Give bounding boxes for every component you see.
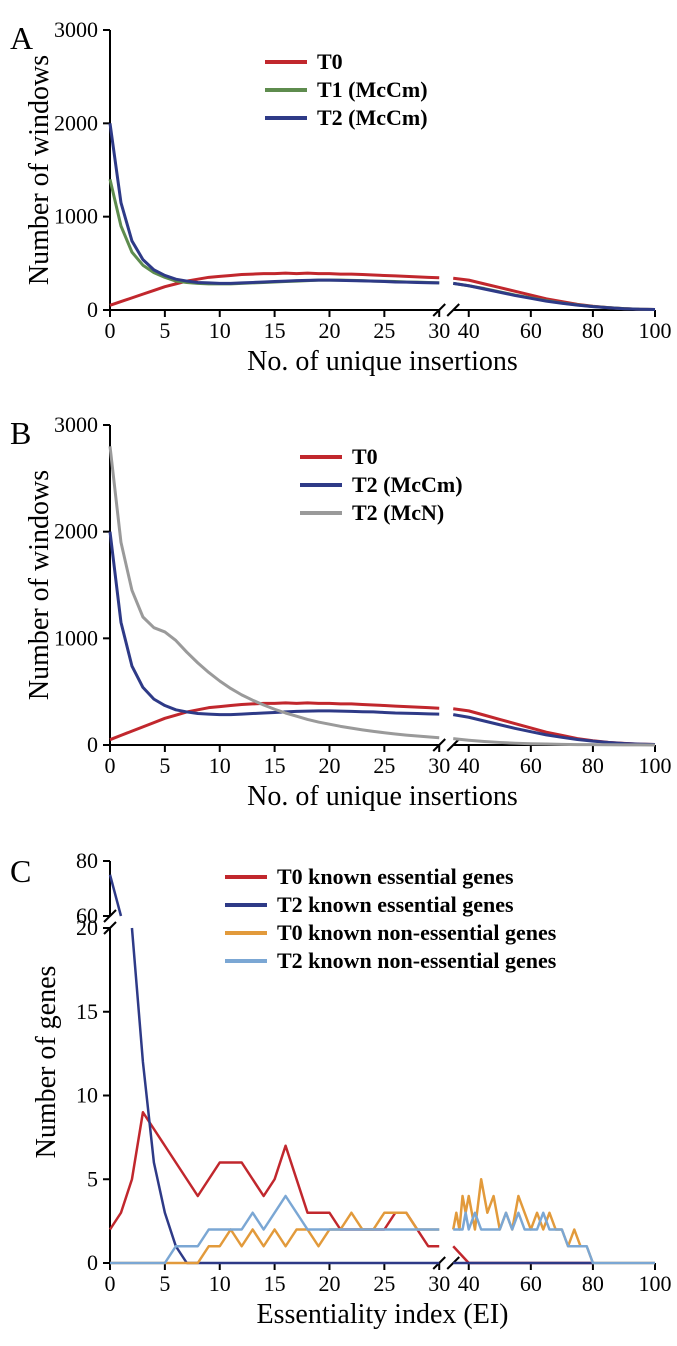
legend-item: T1 (McCm) <box>265 76 428 104</box>
legend-label: T2 (McCm) <box>317 105 428 131</box>
svg-text:Number of genes: Number of genes <box>31 966 62 1159</box>
svg-text:0: 0 <box>105 753 116 778</box>
svg-text:60: 60 <box>520 318 542 343</box>
svg-text:100: 100 <box>639 753 672 778</box>
svg-text:80: 80 <box>582 753 604 778</box>
svg-text:0: 0 <box>87 732 98 757</box>
panel-a-label: A <box>10 20 33 57</box>
svg-text:20: 20 <box>318 753 340 778</box>
legend-item: T0 known essential genes <box>225 863 556 891</box>
legend-label: T2 known non-essential genes <box>277 948 556 974</box>
svg-text:5: 5 <box>159 1271 170 1296</box>
svg-text:3000: 3000 <box>54 412 98 437</box>
panel-b-legend: T0T2 (McCm)T2 (McN) <box>300 443 463 527</box>
legend-swatch <box>300 455 342 459</box>
svg-text:25: 25 <box>373 753 395 778</box>
svg-text:15: 15 <box>76 999 98 1024</box>
legend-item: T2 (McCm) <box>265 104 428 132</box>
legend-item: T2 known essential genes <box>225 891 556 919</box>
svg-text:60: 60 <box>76 903 98 928</box>
legend-label: T0 known non-essential genes <box>277 920 556 946</box>
svg-text:25: 25 <box>373 1271 395 1296</box>
figure: A 0100020003000051015202530406080100No. … <box>0 0 677 1346</box>
legend-label: T2 known essential genes <box>277 892 514 918</box>
legend-label: T2 (McN) <box>352 500 444 526</box>
legend-swatch <box>300 511 342 515</box>
legend-item: T0 known non-essential genes <box>225 919 556 947</box>
svg-text:Number of windows: Number of windows <box>24 470 55 700</box>
svg-text:15: 15 <box>264 753 286 778</box>
legend-label: T2 (McCm) <box>352 472 463 498</box>
panel-c-legend: T0 known essential genesT2 known essenti… <box>225 863 556 975</box>
legend-swatch <box>265 60 307 64</box>
svg-text:Number of windows: Number of windows <box>24 55 55 285</box>
panel-a-legend: T0T1 (McCm)T2 (McCm) <box>265 48 428 132</box>
panel-c: C 051015206080051015202530406080100Essen… <box>0 833 677 1346</box>
panel-a: A 0 1000 2000 3000 0 5 10 15 20 25 30 40 60 80 100 No. … <box>0 0 677 395</box>
legend-label: T0 <box>352 444 378 470</box>
svg-text:80: 80 <box>582 1271 604 1296</box>
legend-swatch <box>225 903 267 907</box>
svg-text:25: 25 <box>373 318 395 343</box>
legend-item: T2 known non-essential genes <box>225 947 556 975</box>
svg-text:2000: 2000 <box>54 519 98 544</box>
legend-swatch <box>225 931 267 935</box>
legend-item: T2 (McCm) <box>300 471 463 499</box>
svg-text:30: 30 <box>428 318 450 343</box>
svg-text:10: 10 <box>76 1083 98 1108</box>
legend-swatch <box>300 483 342 487</box>
panel-c-label: C <box>10 853 31 890</box>
svg-text:0: 0 <box>87 297 98 322</box>
svg-text:5: 5 <box>159 318 170 343</box>
svg-text:40: 40 <box>458 753 480 778</box>
legend-item: T0 <box>265 48 428 76</box>
svg-text:10: 10 <box>209 1271 231 1296</box>
svg-text:40: 40 <box>458 1271 480 1296</box>
svg-text:Essentiality index (EI): Essentiality index (EI) <box>257 1299 509 1330</box>
svg-text:15: 15 <box>264 318 286 343</box>
panel-b: B 0 1000 2000 3000 0 5 10 15 20 25 30 40 60 80 100 No. … <box>0 395 677 833</box>
svg-text:10: 10 <box>209 753 231 778</box>
svg-text:0: 0 <box>87 1250 98 1275</box>
svg-text:5: 5 <box>87 1166 98 1191</box>
svg-text:40: 40 <box>458 318 480 343</box>
legend-swatch <box>225 959 267 963</box>
svg-text:0: 0 <box>105 318 116 343</box>
svg-text:30: 30 <box>428 753 450 778</box>
svg-text:5: 5 <box>159 753 170 778</box>
svg-text:No. of unique insertions: No. of unique insertions <box>247 781 518 812</box>
svg-text:60: 60 <box>520 753 542 778</box>
svg-text:1000: 1000 <box>54 625 98 650</box>
legend-item: T2 (McN) <box>300 499 463 527</box>
svg-text:60: 60 <box>520 1271 542 1296</box>
legend-swatch <box>225 875 267 879</box>
svg-text:1000: 1000 <box>54 204 98 229</box>
svg-text:100: 100 <box>639 318 672 343</box>
legend-label: T0 known essential genes <box>277 864 514 890</box>
svg-text:100: 100 <box>639 1271 672 1296</box>
svg-text:3000: 3000 <box>54 17 98 42</box>
panel-b-label: B <box>10 415 31 452</box>
svg-text:80: 80 <box>582 318 604 343</box>
svg-text:No. of unique insertions: No. of unique insertions <box>247 346 518 377</box>
svg-text:15: 15 <box>264 1271 286 1296</box>
legend-label: T0 <box>317 49 343 75</box>
svg-text:0: 0 <box>105 1271 116 1296</box>
svg-text:2000: 2000 <box>54 110 98 135</box>
svg-text:20: 20 <box>318 318 340 343</box>
legend-item: T0 <box>300 443 463 471</box>
legend-swatch <box>265 88 307 92</box>
svg-text:80: 80 <box>76 848 98 873</box>
legend-label: T1 (McCm) <box>317 77 428 103</box>
svg-text:20: 20 <box>318 1271 340 1296</box>
legend-swatch <box>265 116 307 120</box>
svg-text:10: 10 <box>209 318 231 343</box>
svg-text:30: 30 <box>428 1271 450 1296</box>
